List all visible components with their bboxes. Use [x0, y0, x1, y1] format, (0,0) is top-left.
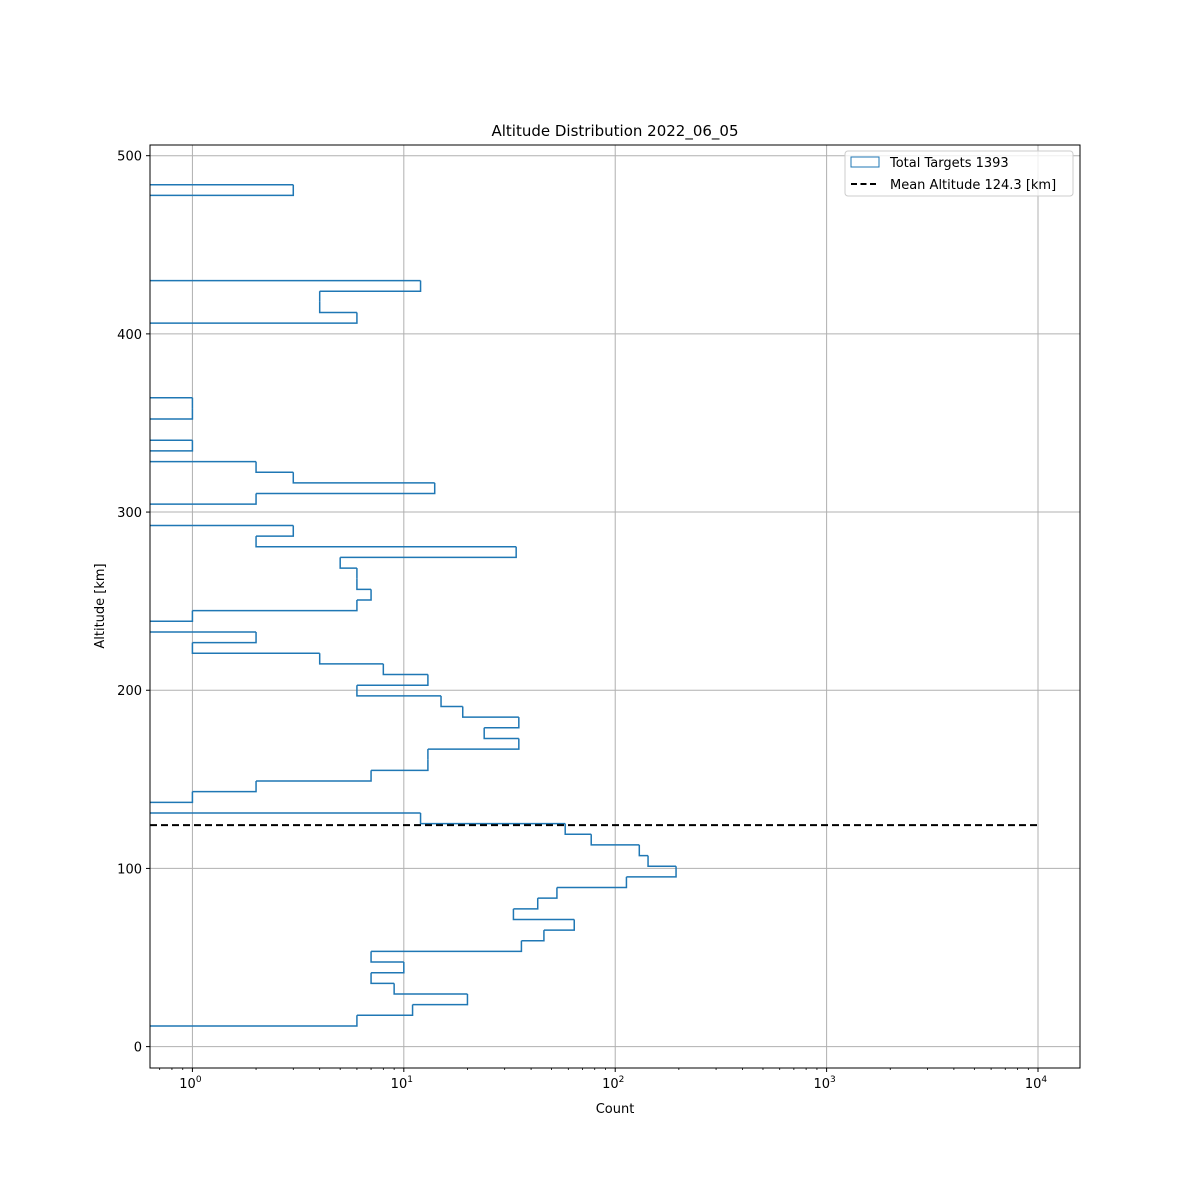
histogram-bin — [371, 940, 523, 953]
histogram-bin — [483, 727, 519, 740]
x-tick-base: 10 — [1025, 1077, 1042, 1092]
histogram-bin — [150, 184, 295, 197]
histogram-bin — [150, 440, 194, 452]
histogram-bin — [150, 524, 294, 527]
histogram-bin — [150, 279, 421, 282]
legend: Total Targets 1393 Mean Altitude 124.3 [… — [844, 150, 1074, 197]
histogram-bin — [150, 493, 257, 505]
histogram-bin — [556, 876, 628, 889]
histogram-bin — [150, 439, 193, 442]
histogram-bin — [638, 844, 649, 857]
histogram-bin — [371, 962, 405, 974]
histogram-bin — [461, 706, 519, 718]
plot-marks — [150, 183, 1039, 1027]
histogram-bin — [150, 812, 421, 814]
histogram-bin — [192, 631, 257, 644]
histogram-bin — [521, 930, 545, 942]
histogram-bin — [150, 460, 257, 463]
x-tick-exponent: 3 — [830, 1075, 836, 1085]
x-tick-base: 10 — [179, 1077, 196, 1092]
x-tick-label: 100 — [179, 1075, 202, 1092]
histogram-bin — [382, 663, 428, 676]
histogram-bin — [370, 951, 404, 963]
histogram-bin — [318, 653, 384, 665]
histogram-bin — [339, 557, 357, 569]
x-tick-base: 10 — [813, 1077, 830, 1092]
y-tick-label: 0 — [134, 1041, 142, 1056]
histogram-bin — [256, 482, 436, 495]
x-tick-exponent: 2 — [619, 1075, 625, 1085]
x-tick-base: 10 — [602, 1077, 619, 1092]
histogram-bin — [626, 866, 677, 878]
chart-title: Altitude Distribution 2022_06_05 — [491, 122, 738, 141]
x-tick-exponent: 4 — [1041, 1075, 1047, 1085]
x-tick-exponent: 0 — [196, 1075, 202, 1085]
histogram-bin — [419, 812, 566, 825]
histogram-bin — [590, 834, 640, 846]
x-tick-label: 104 — [1025, 1075, 1048, 1092]
histogram-bin — [150, 312, 358, 324]
x-tick-exponent: 1 — [407, 1075, 413, 1085]
grid-lines — [150, 145, 1080, 1068]
x-tick-label: 103 — [813, 1075, 835, 1092]
y-tick-label: 400 — [117, 328, 142, 343]
histogram-bin — [412, 994, 469, 1006]
histogram-bin — [255, 461, 294, 473]
histogram-bin — [318, 301, 357, 314]
histogram-bin — [356, 589, 372, 601]
histogram-bin — [150, 396, 193, 399]
histogram-bin — [256, 770, 372, 782]
histogram-bin — [543, 919, 575, 931]
histogram-bin — [537, 887, 558, 899]
x-tick-label: 102 — [602, 1075, 624, 1092]
histogram-bin — [340, 546, 517, 559]
histogram-bin — [356, 685, 442, 697]
x-axis-label: Count — [596, 1102, 635, 1117]
y-tick-label: 300 — [117, 506, 142, 521]
legend-hist-swatch — [850, 156, 880, 168]
histogram-bin — [393, 983, 468, 995]
histogram-bin — [256, 525, 295, 537]
histogram-bin — [191, 642, 320, 655]
histogram-bin — [356, 674, 429, 686]
legend-hist-label: Total Targets 1393 — [889, 156, 1009, 171]
histogram-bin — [647, 855, 677, 867]
histogram-bin — [192, 600, 358, 612]
histogram-bin — [513, 898, 539, 910]
histogram-bin — [370, 972, 395, 985]
histogram-bin — [255, 536, 517, 548]
y-tick-label: 100 — [117, 862, 142, 877]
histogram-bin — [292, 472, 435, 484]
histogram-bin — [440, 695, 463, 708]
legend-frame — [844, 150, 1074, 197]
histogram-bin — [512, 908, 575, 921]
histogram-bin — [319, 280, 422, 292]
histogram-bin — [192, 781, 257, 793]
histogram-bin — [150, 610, 194, 623]
histogram-bin — [150, 1015, 358, 1027]
histogram-bin — [356, 578, 372, 591]
histogram-bin — [564, 823, 592, 836]
histogram-bin — [356, 1004, 414, 1017]
histogram-bin — [150, 791, 194, 804]
x-tick-base: 10 — [391, 1077, 408, 1092]
legend-mean-label: Mean Altitude 124.3 [km] — [890, 178, 1056, 193]
histogram-bin — [427, 738, 520, 750]
y-tick-label: 200 — [117, 684, 142, 699]
histogram-bin — [150, 631, 257, 633]
y-axis-label: Altitude [km] — [93, 563, 108, 648]
histogram-bin — [371, 759, 429, 772]
x-tick-label: 101 — [391, 1075, 413, 1092]
y-tick-label: 500 — [117, 150, 142, 165]
histogram-bin — [150, 408, 194, 420]
histogram-bin — [484, 717, 520, 729]
